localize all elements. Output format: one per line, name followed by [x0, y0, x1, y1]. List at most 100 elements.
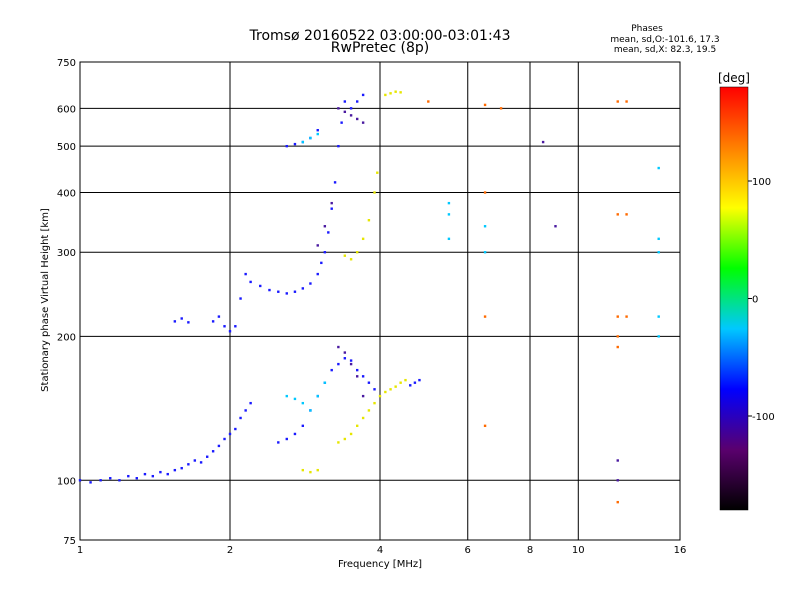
x-axis-label: Frequency [MHz] [338, 559, 422, 570]
data-point [259, 284, 262, 288]
data-point [657, 251, 660, 254]
data-point [657, 335, 660, 338]
data-point [143, 472, 147, 476]
data-point [361, 394, 365, 398]
data-point [343, 351, 347, 354]
y-tick-label: 750 [57, 58, 76, 69]
data-point [293, 397, 297, 401]
data-point [657, 315, 660, 318]
data-point [389, 388, 392, 391]
y-tick-label: 75 [63, 536, 76, 547]
data-point [337, 107, 340, 110]
data-point [309, 470, 312, 474]
data-point [228, 432, 232, 436]
data-point [373, 191, 376, 194]
data-point [159, 470, 162, 474]
data-point [483, 424, 487, 428]
data-point [309, 409, 312, 412]
data-point [616, 345, 619, 349]
data-point [244, 272, 247, 276]
data-point [127, 474, 130, 478]
data-point [499, 107, 503, 110]
data-point [323, 251, 327, 254]
data-point [337, 441, 340, 444]
y-tick-label: 600 [57, 104, 76, 115]
data-point [361, 93, 365, 97]
data-point [333, 181, 337, 184]
data-point [187, 321, 190, 324]
data-point [361, 121, 365, 124]
data-point [180, 466, 183, 470]
data-point [361, 375, 365, 378]
x-tick-label: 16 [674, 545, 687, 556]
data-point [285, 144, 288, 148]
data-point [541, 140, 545, 144]
data-point [394, 385, 397, 388]
data-point [211, 320, 215, 323]
data-point [330, 207, 333, 210]
phases-o-line: mean, sd,O:-101.6, 17.3 [610, 35, 719, 45]
y-tick-label: 100 [57, 476, 76, 487]
data-point [249, 401, 252, 405]
data-point [293, 432, 297, 436]
data-point [239, 416, 242, 420]
data-point [349, 432, 353, 436]
data-point [89, 481, 92, 484]
data-point [389, 92, 392, 95]
data-point [483, 315, 487, 318]
data-point [349, 362, 353, 366]
data-point [316, 272, 319, 276]
colorbar-label: [deg] [718, 71, 750, 85]
data-point [109, 477, 112, 480]
colorbar-tick-label: 0 [752, 295, 758, 306]
data-point [223, 325, 226, 328]
data-point [447, 201, 451, 205]
data-point [349, 359, 353, 362]
data-point [337, 345, 340, 349]
data-point [343, 110, 347, 114]
data-point [483, 225, 487, 228]
data-point [361, 237, 365, 241]
data-point [277, 290, 280, 293]
x-tick-label: 6 [465, 545, 471, 556]
data-point [349, 107, 353, 110]
data-point [293, 290, 297, 293]
colorbar-tick-label: 100 [752, 177, 771, 188]
data-point [234, 427, 237, 431]
data-point [399, 381, 402, 384]
data-point [118, 479, 121, 482]
data-point [343, 254, 347, 257]
data-point [483, 251, 487, 254]
data-point [343, 357, 347, 360]
data-point [249, 280, 252, 284]
data-point [268, 288, 271, 292]
data-point [285, 292, 288, 295]
data-point [616, 459, 619, 462]
x-tick-label: 4 [377, 545, 383, 556]
data-point [277, 441, 280, 444]
data-point [355, 424, 359, 428]
data-point [173, 468, 177, 472]
data-point [211, 450, 215, 453]
y-tick-label: 300 [57, 248, 76, 259]
data-point [483, 191, 487, 194]
chart-title: Tromsø 20160522 03:00:00-03:01:43 [249, 28, 511, 44]
data-point [316, 244, 319, 247]
data-point [355, 117, 359, 121]
data-point [135, 477, 138, 480]
data-point [367, 381, 371, 384]
data-point [234, 325, 237, 328]
data-point [625, 100, 628, 103]
data-point [337, 144, 340, 148]
data-point [293, 142, 297, 146]
data-point [316, 132, 319, 136]
phases-x-line: mean, sd,X: 82.3, 19.5 [614, 45, 716, 55]
data-point [223, 437, 226, 441]
colorbar-tick-label: -100 [752, 412, 775, 423]
data-point [217, 315, 221, 318]
data-point [355, 100, 359, 103]
data-point [376, 171, 379, 174]
phases-title: Phases [631, 24, 663, 34]
data-point [340, 121, 343, 124]
